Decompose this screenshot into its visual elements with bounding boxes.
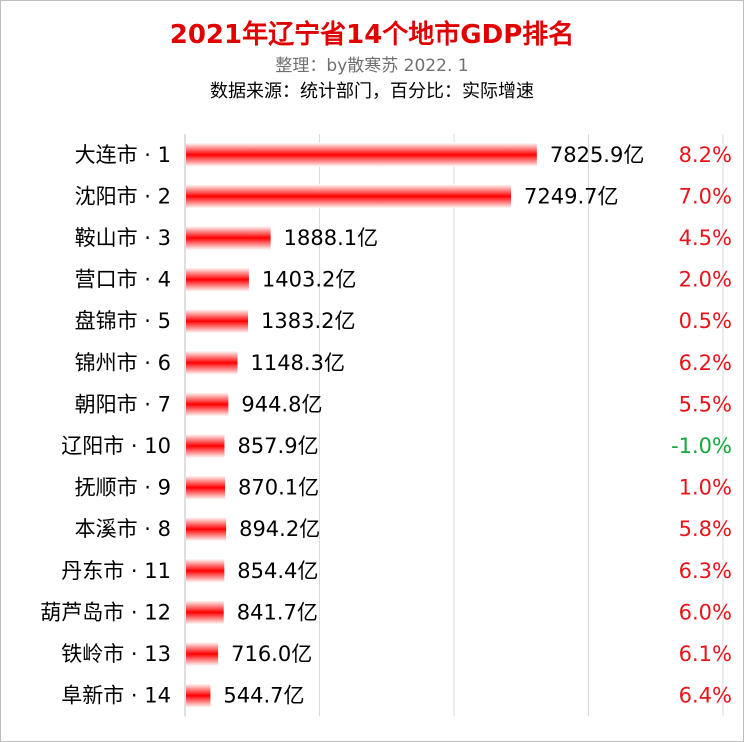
bar-0 (186, 142, 537, 167)
chart-title: 2021年辽宁省14个地市GDP排名 (169, 20, 575, 50)
value-label-1: 7249.7亿 (524, 184, 618, 208)
category-label-4: 盘锦市 · 5 (75, 309, 171, 333)
growth-label-13: 6.4% (679, 684, 732, 708)
value-label-9: 894.2亿 (239, 517, 320, 541)
category-label-5: 锦州市 · 6 (75, 351, 171, 375)
value-label-2: 1888.1亿 (284, 226, 378, 250)
value-label-7: 857.9亿 (237, 434, 318, 458)
growth-label-10: 6.3% (679, 559, 732, 583)
category-label-8: 抚顺市 · 9 (75, 476, 171, 500)
value-label-11: 841.7亿 (237, 600, 318, 624)
category-label-12: 铁岭市 · 13 (61, 642, 171, 666)
label-layer: 大连市 · 1 7825.9亿 8.2% 沈阳市 · 2 7249.7亿 7.0% 鞍山市 … (40, 143, 732, 708)
bar-layer (186, 142, 537, 708)
chart-subtitle-source: 数据来源：统计部门，百分比：实际增速 (210, 81, 534, 102)
value-label-3: 1403.2亿 (262, 268, 356, 292)
growth-label-4: 0.5% (679, 309, 732, 333)
value-label-0: 7825.9亿 (550, 143, 644, 167)
category-label-6: 朝阳市 · 7 (75, 392, 171, 416)
growth-label-6: 5.5% (679, 392, 732, 416)
bar-8 (186, 475, 226, 500)
bar-10 (186, 558, 225, 583)
bar-11 (186, 600, 224, 625)
growth-label-11: 6.0% (679, 600, 732, 624)
value-label-13: 544.7亿 (223, 684, 304, 708)
bar-9 (186, 517, 227, 542)
growth-label-9: 5.8% (679, 517, 732, 541)
category-label-9: 本溪市 · 8 (75, 517, 171, 541)
category-label-7: 辽阳市 · 10 (61, 434, 171, 458)
bar-7 (186, 434, 225, 458)
bar-13 (186, 683, 211, 708)
bar-5 (186, 350, 238, 375)
value-label-6: 944.8亿 (241, 392, 322, 416)
growth-label-0: 8.2% (679, 143, 732, 167)
bar-12 (186, 642, 219, 666)
category-label-1: 沈阳市 · 2 (75, 184, 171, 208)
grid-layer (184, 134, 724, 717)
growth-label-7: -1.0% (671, 434, 732, 458)
category-label-3: 营口市 · 4 (75, 268, 171, 292)
bar-2 (186, 226, 271, 250)
category-label-2: 鞍山市 · 3 (75, 226, 171, 250)
growth-label-2: 4.5% (679, 226, 732, 250)
category-label-11: 葫芦岛市 · 12 (40, 600, 171, 624)
value-label-8: 870.1亿 (238, 476, 319, 500)
growth-label-5: 6.2% (679, 351, 732, 375)
value-label-10: 854.4亿 (237, 559, 318, 583)
category-label-0: 大连市 · 1 (75, 143, 171, 167)
value-label-5: 1148.3亿 (250, 351, 344, 375)
bar-6 (186, 392, 229, 417)
bar-4 (186, 309, 249, 334)
growth-label-8: 1.0% (679, 476, 732, 500)
bar-1 (186, 184, 512, 209)
growth-label-12: 6.1% (679, 642, 732, 666)
value-label-4: 1383.2亿 (261, 309, 355, 333)
growth-label-1: 7.0% (679, 184, 732, 208)
value-label-12: 716.0亿 (231, 642, 312, 666)
category-label-13: 阜新市 · 14 (61, 684, 171, 708)
bar-3 (186, 267, 249, 292)
chart-subtitle-credit: 整理：by散寒苏 2022. 1 (275, 56, 469, 76)
growth-label-3: 2.0% (679, 268, 732, 292)
category-label-10: 丹东市 · 11 (61, 559, 171, 583)
